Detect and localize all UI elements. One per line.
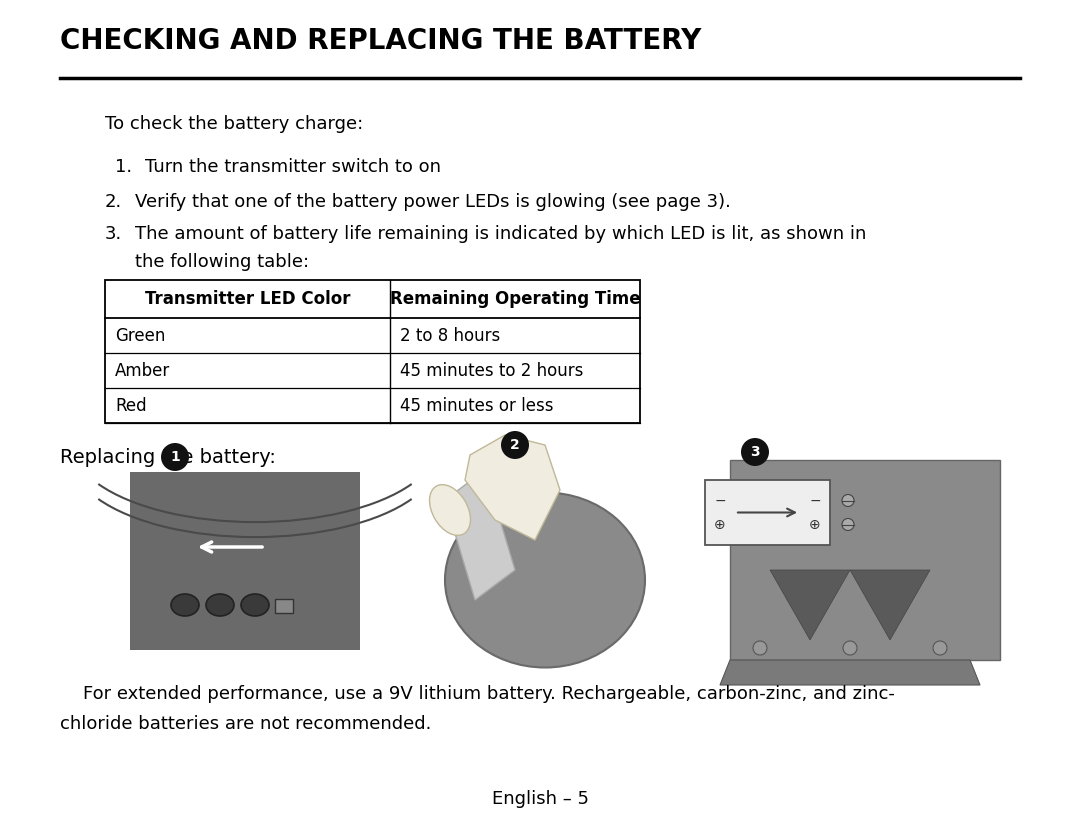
Text: the following table:: the following table: xyxy=(135,253,309,271)
Circle shape xyxy=(843,641,858,655)
Circle shape xyxy=(741,438,769,466)
Text: 3.: 3. xyxy=(105,225,122,243)
Ellipse shape xyxy=(171,594,199,616)
Text: ⊕: ⊕ xyxy=(809,518,821,531)
Polygon shape xyxy=(720,660,980,685)
Text: 3: 3 xyxy=(751,445,760,459)
Polygon shape xyxy=(445,470,515,600)
Text: chloride batteries are not recommended.: chloride batteries are not recommended. xyxy=(60,715,431,733)
Text: Remaining Operating Time: Remaining Operating Time xyxy=(390,290,640,308)
Text: English – 5: English – 5 xyxy=(491,790,589,808)
Text: 45 minutes to 2 hours: 45 minutes to 2 hours xyxy=(400,361,583,379)
Polygon shape xyxy=(850,570,930,640)
Text: Verify that one of the battery power LEDs is glowing (see page 3).: Verify that one of the battery power LED… xyxy=(135,193,731,211)
Text: CHECKING AND REPLACING THE BATTERY: CHECKING AND REPLACING THE BATTERY xyxy=(60,27,701,55)
Text: 45 minutes or less: 45 minutes or less xyxy=(400,396,554,414)
Bar xyxy=(105,280,640,423)
Text: ⊕: ⊕ xyxy=(714,518,726,531)
Polygon shape xyxy=(465,435,561,540)
Circle shape xyxy=(842,519,854,530)
Ellipse shape xyxy=(241,594,269,616)
Text: Replacing the battery:: Replacing the battery: xyxy=(60,448,275,467)
Bar xyxy=(275,599,293,613)
Circle shape xyxy=(842,495,854,506)
Circle shape xyxy=(501,431,529,459)
Bar xyxy=(705,480,831,545)
Ellipse shape xyxy=(206,594,234,616)
Text: 1.: 1. xyxy=(114,158,132,176)
Text: The amount of battery life remaining is indicated by which LED is lit, as shown : The amount of battery life remaining is … xyxy=(135,225,866,243)
Text: For extended performance, use a 9V lithium battery. Rechargeable, carbon-zinc, a: For extended performance, use a 9V lithi… xyxy=(60,685,895,703)
Text: 2.: 2. xyxy=(105,193,122,211)
Text: Amber: Amber xyxy=(114,361,171,379)
Text: Transmitter LED Color: Transmitter LED Color xyxy=(145,290,350,308)
Text: −: − xyxy=(714,494,726,508)
Ellipse shape xyxy=(445,493,645,667)
Text: −: − xyxy=(809,494,821,508)
Circle shape xyxy=(753,641,767,655)
Text: 1: 1 xyxy=(171,450,180,464)
Circle shape xyxy=(161,443,189,471)
Bar xyxy=(130,472,360,650)
Polygon shape xyxy=(770,570,850,640)
Text: Green: Green xyxy=(114,326,165,344)
Text: Red: Red xyxy=(114,396,147,414)
Circle shape xyxy=(933,641,947,655)
Bar xyxy=(730,460,1000,660)
Text: To check the battery charge:: To check the battery charge: xyxy=(105,115,363,133)
Text: 2: 2 xyxy=(510,438,519,452)
Text: 2 to 8 hours: 2 to 8 hours xyxy=(400,326,500,344)
Text: Turn the transmitter switch to on: Turn the transmitter switch to on xyxy=(145,158,441,176)
Ellipse shape xyxy=(430,485,471,535)
